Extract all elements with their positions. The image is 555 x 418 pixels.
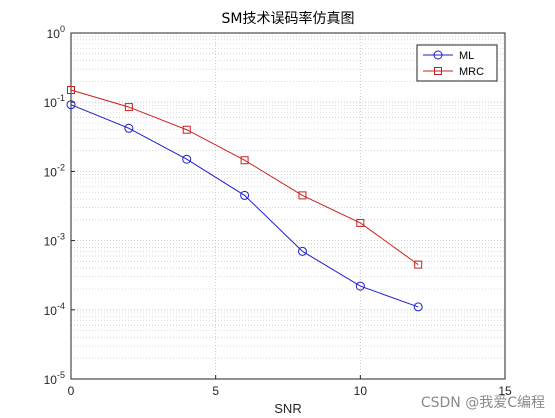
data-point bbox=[240, 190, 250, 200]
legend-box bbox=[416, 44, 498, 82]
x-axis: 0 5 10 15 bbox=[68, 375, 512, 398]
x-axis-label: SNR bbox=[274, 401, 301, 416]
chart-title: SM技术误码率仿真图 bbox=[222, 10, 355, 27]
minor-grid bbox=[71, 35, 505, 359]
data-point bbox=[355, 281, 365, 291]
x-tick-label: 15 bbox=[498, 384, 512, 398]
series-ml bbox=[66, 100, 423, 312]
legend-item: MRC bbox=[423, 66, 484, 78]
data-point bbox=[66, 100, 76, 110]
y-axis: 100 10-1 10-2 10-3 10-4 10-5 bbox=[44, 24, 75, 387]
data-point bbox=[182, 125, 191, 134]
x-tick-label: 10 bbox=[354, 384, 368, 398]
data-point bbox=[413, 302, 423, 312]
series-layer bbox=[66, 86, 423, 312]
legend: ML MRC bbox=[416, 44, 498, 82]
legend-marker bbox=[433, 50, 443, 60]
series-line bbox=[70, 89, 419, 266]
y-tick-label: 10-2 bbox=[44, 162, 65, 179]
data-point bbox=[414, 260, 423, 269]
y-tick-label: 10-1 bbox=[44, 93, 65, 110]
series-line bbox=[70, 104, 419, 308]
data-point bbox=[124, 103, 133, 112]
plot-area bbox=[70, 32, 506, 380]
legend-item: ML bbox=[423, 50, 474, 62]
watermark: CSDN @我爱C编程 bbox=[420, 395, 545, 411]
legend-marker bbox=[434, 67, 442, 75]
data-point bbox=[297, 246, 307, 256]
y-tick-label: 100 bbox=[47, 24, 65, 41]
data-point bbox=[67, 86, 75, 95]
major-grid bbox=[71, 33, 505, 379]
data-point bbox=[124, 123, 134, 133]
y-tick-label: 10-4 bbox=[44, 301, 65, 318]
legend-label: ML bbox=[459, 50, 474, 62]
data-point bbox=[298, 191, 307, 200]
data-point bbox=[240, 156, 249, 165]
x-tick-label: 0 bbox=[68, 384, 75, 398]
y-tick-label: 10-3 bbox=[44, 232, 65, 249]
x-tick-label: 5 bbox=[212, 384, 219, 398]
data-point bbox=[182, 154, 192, 164]
y-tick-label: 10-5 bbox=[44, 370, 65, 387]
series-mrc bbox=[67, 86, 423, 269]
data-point bbox=[356, 218, 365, 227]
legend-label: MRC bbox=[459, 66, 484, 78]
